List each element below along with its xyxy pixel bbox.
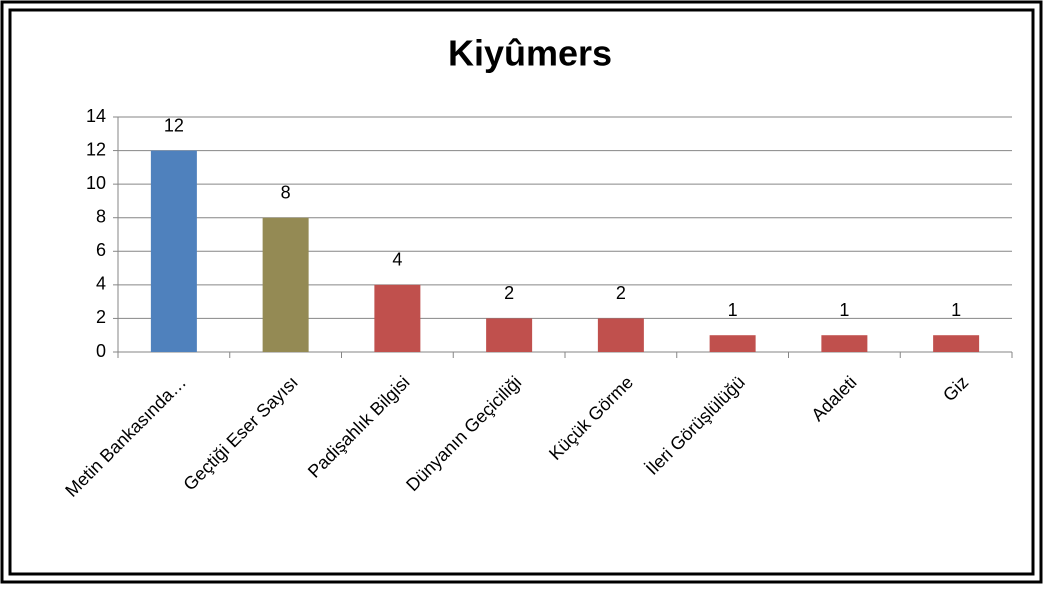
data-label: 2 (616, 283, 626, 303)
data-label: 8 (281, 182, 291, 202)
x-tick-label: Giz (939, 372, 972, 405)
bar (374, 284, 421, 352)
data-label: 12 (164, 115, 184, 135)
bar (486, 318, 533, 352)
x-tick-label: Padişahlık Bilgisi (304, 372, 414, 482)
bar (821, 335, 868, 352)
data-label: 4 (392, 250, 402, 270)
data-label: 1 (839, 300, 849, 320)
data-label: 2 (504, 283, 514, 303)
y-tick-label: 0 (96, 341, 106, 361)
inner-frame (8, 8, 1035, 576)
y-tick-label: 2 (96, 307, 106, 327)
x-tick-label: Küçük Görme (545, 372, 637, 464)
bar (597, 318, 644, 352)
y-tick-label: 10 (86, 173, 106, 193)
x-tick-label: Geçtiği Eser Sayısı (179, 372, 301, 494)
x-tick-label: İleri Görüşlülüğü (642, 372, 749, 479)
bar (709, 335, 756, 352)
y-tick-label: 14 (86, 106, 106, 126)
y-tick-label: 8 (96, 206, 106, 226)
y-tick-label: 12 (86, 139, 106, 159)
chart-title: Kiyûmers (448, 33, 612, 74)
data-label: 1 (951, 300, 961, 320)
bar (150, 150, 197, 352)
y-tick-label: 6 (96, 240, 106, 260)
data-label: 1 (728, 300, 738, 320)
bar (933, 335, 980, 352)
x-tick-label: Metin Bankasında… (61, 372, 190, 501)
bar (262, 217, 309, 352)
x-tick-label: Dünyanın Geçiciliği (402, 372, 525, 495)
x-tick-label: Adaleti (807, 372, 860, 425)
y-tick-label: 4 (96, 274, 106, 294)
